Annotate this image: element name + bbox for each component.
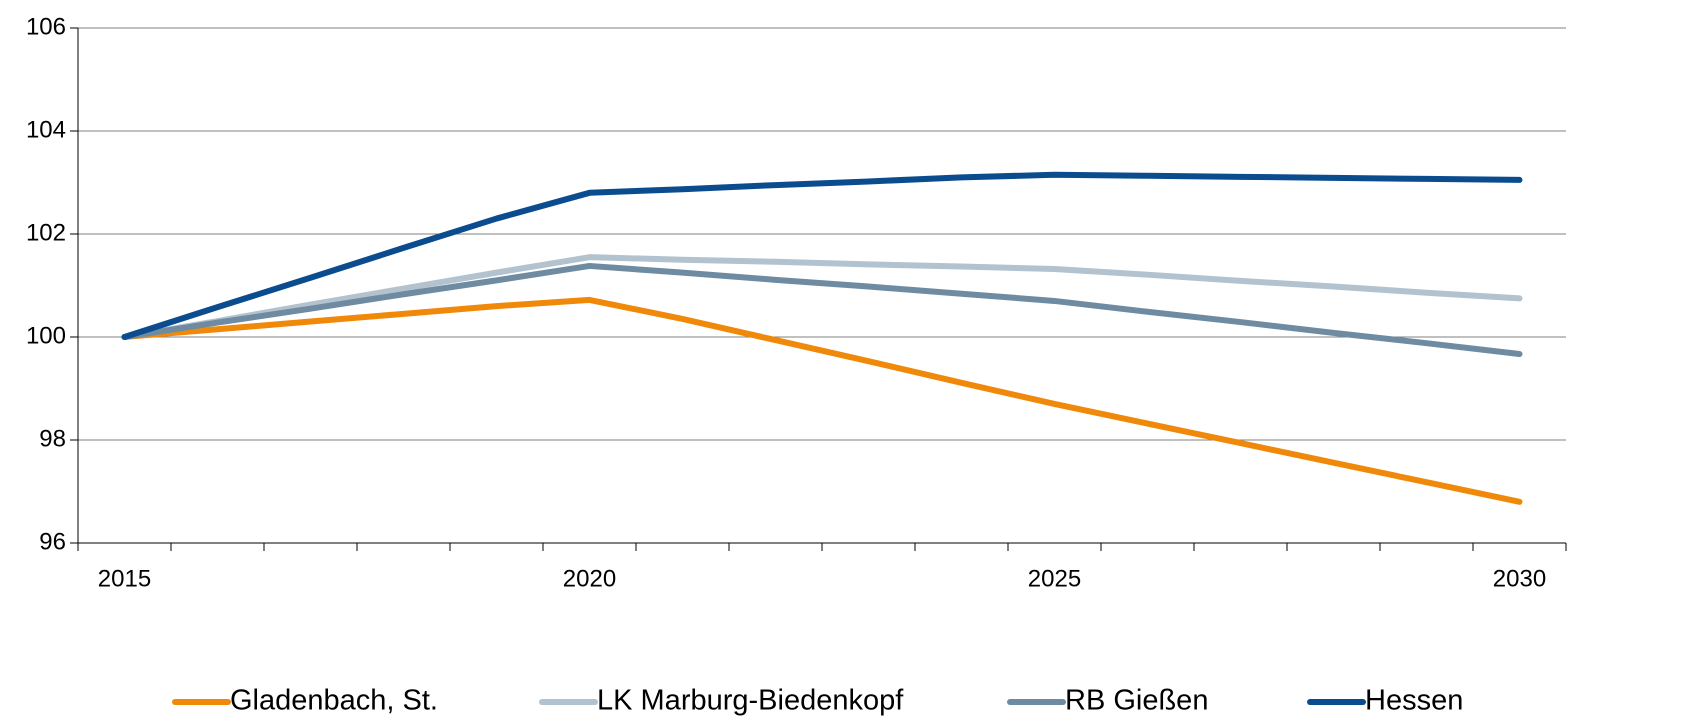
series-line [121,171,1523,340]
x-tick-label: 2015 [98,565,151,592]
y-tick-label: 104 [26,116,66,143]
legend-label: Gladenbach, St. [230,685,438,717]
y-tick-label: 98 [39,425,66,452]
y-tick-label: 96 [39,528,66,555]
legend-label: RB Gießen [1065,685,1208,717]
legend-label: Hessen [1365,685,1463,717]
series-line [121,254,1523,340]
series-line [121,262,1523,357]
x-tick-label: 2020 [563,565,616,592]
y-tick-label: 106 [26,13,66,40]
series-line [121,296,1523,505]
legend-label: LK Marburg-Biedenkopf [597,685,904,717]
x-tick-label: 2025 [1028,565,1081,592]
y-tick-label: 100 [26,322,66,349]
x-tick-label: 2030 [1493,565,1546,592]
y-tick-label: 102 [26,219,66,246]
